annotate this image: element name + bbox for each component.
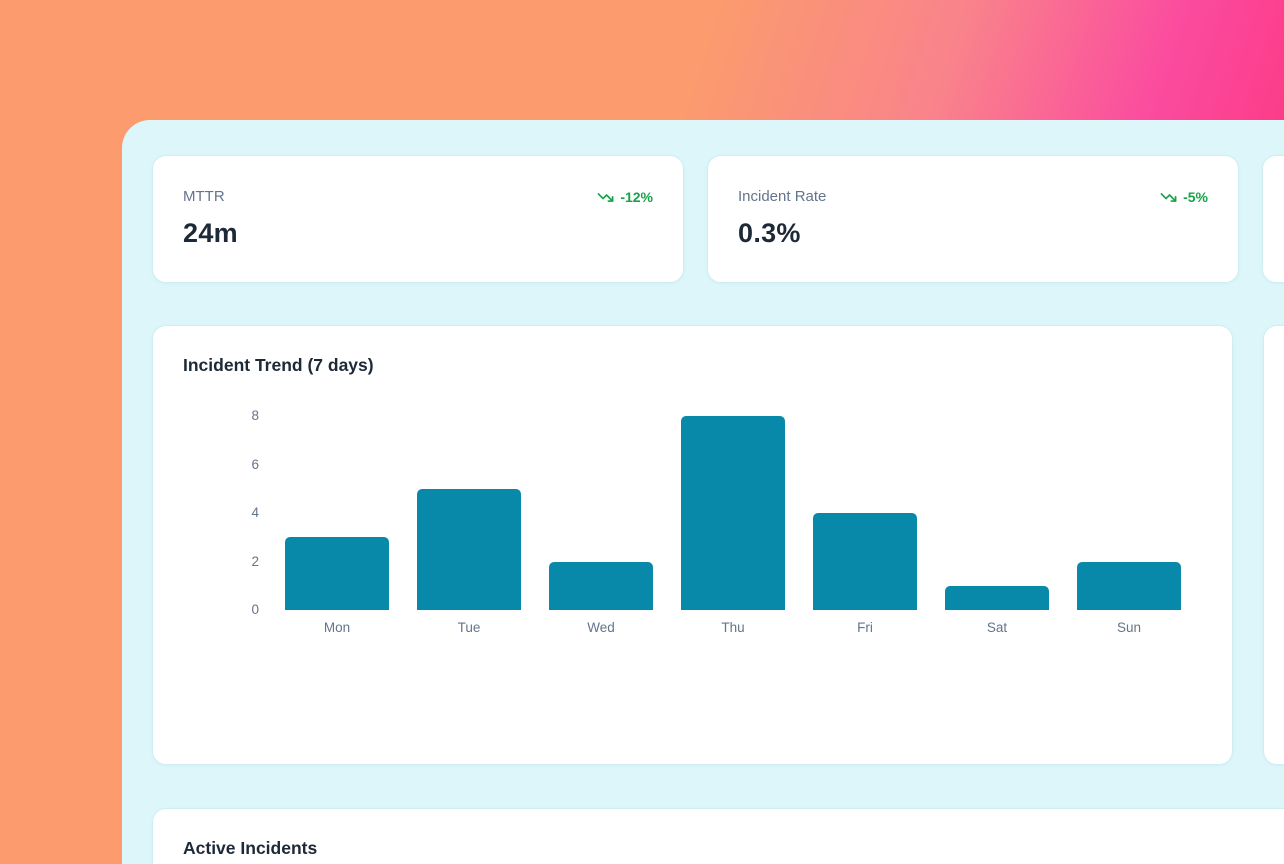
stat-card-partial	[1262, 155, 1284, 283]
y-axis-tick: 6	[251, 456, 259, 472]
stat-value: 0.3%	[738, 218, 801, 248]
stat-card-header: MTTR -12%	[183, 188, 653, 206]
x-axis-label: Wed	[587, 620, 615, 635]
bar-fri[interactable]	[813, 513, 917, 610]
chart-x-labels: Mon Tue Wed Thu Fri Sat Sun	[271, 620, 1195, 635]
stat-card-header: Incident Rate -5%	[738, 188, 1208, 206]
bar-slot	[667, 416, 799, 610]
x-axis-label: Fri	[857, 620, 873, 635]
chart-y-axis: 8 6 4 2 0	[183, 408, 259, 617]
x-axis-label: Tue	[457, 620, 481, 635]
chart-bars	[271, 416, 1195, 610]
incident-trend-card: Incident Trend (7 days) 8 6 4 2 0 Mon Tue Wed T…	[152, 325, 1233, 765]
chart-row: Incident Trend (7 days) 8 6 4 2 0 Mon Tue Wed T…	[152, 325, 1284, 765]
active-incidents-card: Active Incidents	[152, 808, 1284, 864]
bar-chart: 8 6 4 2 0 Mon Tue Wed Thu Fri Sat Sun	[183, 408, 1202, 635]
stat-card: MTTR -12% 24m	[152, 155, 684, 283]
y-axis-tick: 0	[251, 602, 259, 617]
y-axis-tick: 2	[251, 553, 259, 569]
y-axis-tick: 4	[251, 505, 259, 520]
bar-slot	[1063, 416, 1195, 610]
chart-title: Incident Trend (7 days)	[183, 355, 374, 375]
stat-trend-value: -12%	[620, 189, 653, 205]
bar-thu[interactable]	[681, 416, 785, 610]
stat-value: 24m	[183, 218, 238, 248]
bar-slot	[535, 416, 667, 610]
dashboard-panel: MTTR -12% 24m Incident Rate	[122, 120, 1284, 864]
stats-row: MTTR -12% 24m Incident Rate	[152, 155, 1284, 283]
stat-trend-badge: -12%	[597, 189, 653, 206]
bar-tue[interactable]	[417, 488, 521, 610]
dashboard-content: MTTR -12% 24m Incident Rate	[122, 120, 1284, 864]
partial-card	[1263, 325, 1284, 765]
stat-label: Incident Rate	[738, 188, 827, 205]
chart-plot-area: Mon Tue Wed Thu Fri Sat Sun	[271, 416, 1195, 635]
active-incidents-title: Active Incidents	[183, 838, 318, 858]
stat-label: MTTR	[183, 188, 225, 205]
bar-wed[interactable]	[549, 561, 653, 610]
bar-slot	[271, 416, 403, 610]
x-axis-label: Mon	[323, 620, 351, 635]
bar-slot	[799, 416, 931, 610]
stat-trend-value: -5%	[1183, 189, 1208, 205]
y-axis-tick: 8	[251, 408, 259, 423]
trending-down-icon	[1160, 189, 1177, 206]
x-axis-label: Sun	[1116, 620, 1142, 635]
bar-sun[interactable]	[1077, 561, 1181, 610]
stat-trend-badge: -5%	[1160, 189, 1208, 206]
bar-sat[interactable]	[945, 585, 1049, 610]
stat-card: Incident Rate -5% 0.3%	[707, 155, 1239, 283]
x-axis-label: Thu	[721, 620, 745, 635]
trending-down-icon	[597, 189, 614, 206]
bar-mon[interactable]	[285, 537, 389, 610]
bar-slot	[931, 416, 1063, 610]
bar-slot	[403, 416, 535, 610]
x-axis-label: Sat	[986, 620, 1008, 635]
incidents-row: Active Incidents	[152, 808, 1284, 864]
